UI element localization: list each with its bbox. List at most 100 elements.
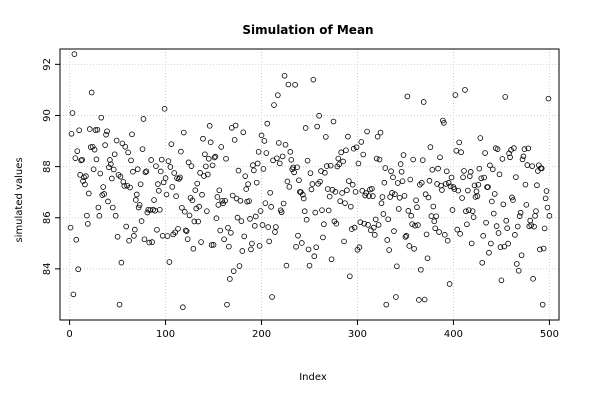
- data-point: [323, 163, 330, 169]
- data-point: [516, 213, 523, 219]
- data-point: [375, 222, 382, 228]
- data-point: [69, 110, 76, 116]
- data-point: [126, 237, 132, 244]
- data-point: [252, 223, 258, 229]
- data-point: [327, 162, 334, 169]
- data-point: [416, 297, 422, 303]
- data-point: [381, 179, 388, 186]
- data-point: [477, 135, 484, 141]
- data-point: [191, 218, 198, 225]
- data-point: [278, 209, 285, 216]
- data-point: [247, 216, 253, 222]
- data-point: [372, 216, 379, 223]
- x-tick-label: 300: [348, 329, 367, 340]
- data-point: [149, 239, 155, 245]
- data-point: [299, 191, 306, 198]
- data-point: [515, 267, 522, 274]
- data-point: [305, 246, 312, 253]
- data-point: [101, 191, 107, 197]
- data-point: [502, 94, 509, 100]
- data-point: [180, 304, 186, 311]
- data-point: [530, 276, 536, 282]
- data-point: [98, 114, 105, 121]
- data-point: [208, 242, 215, 248]
- data-point: [78, 157, 84, 164]
- data-point: [458, 149, 464, 156]
- y-tick-label: 90: [42, 109, 53, 122]
- data-point: [513, 174, 519, 180]
- data-point: [392, 191, 398, 198]
- data-point: [533, 208, 539, 214]
- data-point: [249, 240, 255, 247]
- data-point: [204, 208, 210, 214]
- data-point: [86, 126, 93, 132]
- data-point: [216, 187, 223, 194]
- data-point: [523, 202, 530, 208]
- data-point: [518, 252, 525, 259]
- data-point: [70, 291, 77, 298]
- data-point: [234, 214, 241, 221]
- data-point: [313, 244, 320, 251]
- data-point: [509, 194, 515, 201]
- data-point: [206, 123, 213, 129]
- data-point: [462, 87, 468, 93]
- data-point: [295, 232, 301, 239]
- data-point: [435, 165, 441, 172]
- data-point: [475, 181, 482, 188]
- data-point: [215, 202, 222, 208]
- data-point: [352, 189, 359, 195]
- data-point: [443, 168, 450, 175]
- data-point: [116, 301, 123, 308]
- data-point: [468, 240, 475, 247]
- data-point: [260, 166, 267, 172]
- data-point: [348, 226, 355, 232]
- data-point: [423, 231, 430, 238]
- data-point: [358, 139, 365, 145]
- data-point: [418, 266, 424, 273]
- data-point: [273, 224, 279, 230]
- data-point: [292, 81, 298, 88]
- data-point: [512, 232, 518, 238]
- data-point: [407, 176, 414, 183]
- data-point: [201, 173, 207, 179]
- data-points: [67, 51, 553, 311]
- data-point: [442, 232, 448, 238]
- data-point: [437, 154, 443, 161]
- data-point: [447, 183, 454, 190]
- data-point: [242, 173, 249, 179]
- data-point: [449, 207, 456, 213]
- data-point: [241, 233, 248, 240]
- data-point: [83, 173, 89, 179]
- data-point: [366, 193, 372, 199]
- data-point: [165, 158, 172, 164]
- data-point: [405, 208, 412, 214]
- data-point: [495, 230, 502, 236]
- data-point: [346, 273, 353, 280]
- data-point: [225, 224, 231, 231]
- data-point: [296, 177, 302, 184]
- data-point: [383, 301, 390, 308]
- data-point: [332, 189, 339, 195]
- data-point: [196, 203, 202, 210]
- data-point: [415, 222, 421, 228]
- data-point: [280, 200, 287, 207]
- data-point: [480, 233, 486, 239]
- data-point: [173, 193, 179, 200]
- data-point: [436, 229, 442, 235]
- data-point: [400, 152, 407, 158]
- data-point: [396, 195, 403, 201]
- data-point: [134, 166, 141, 173]
- data-point: [192, 187, 199, 194]
- data-point: [532, 213, 538, 219]
- data-point: [540, 245, 547, 252]
- data-point: [395, 206, 402, 212]
- data-point: [503, 217, 510, 224]
- data-point: [534, 182, 540, 189]
- data-point: [127, 184, 133, 191]
- data-point: [409, 221, 415, 227]
- data-point: [457, 231, 463, 237]
- data-point: [525, 145, 532, 152]
- data-point: [411, 245, 417, 252]
- data-point: [287, 149, 294, 155]
- data-point: [453, 148, 460, 154]
